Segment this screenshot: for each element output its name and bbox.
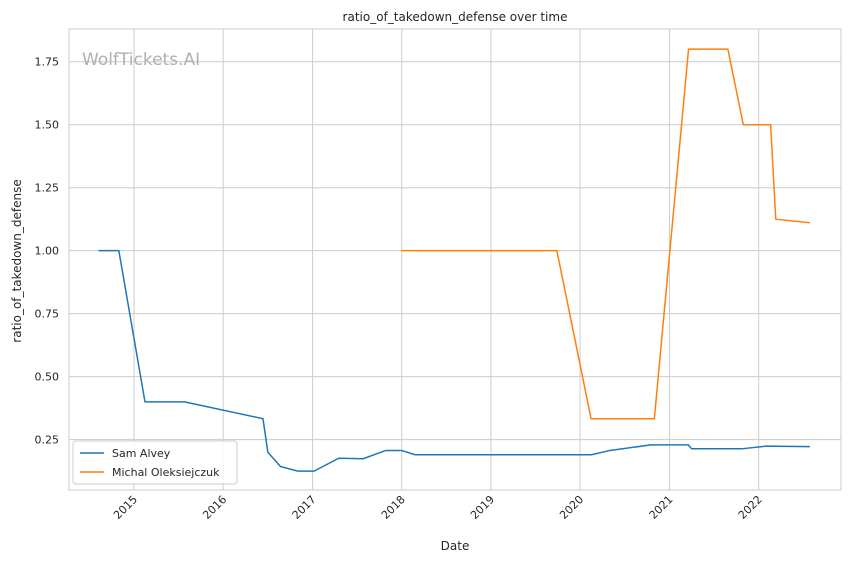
series-line-michal-oleksiejczuk	[401, 48, 811, 420]
series-line-sam-alvey	[98, 249, 810, 472]
chart-title: ratio_of_takedown_defense over time	[343, 10, 568, 24]
y-tick-label: 1.75	[35, 56, 60, 69]
y-tick-label: 0.75	[35, 308, 60, 321]
x-axis-title: Date	[441, 539, 470, 553]
legend-box	[72, 440, 238, 485]
y-tick-label: 1.50	[35, 119, 60, 132]
y-tick-label: 1.25	[35, 182, 60, 195]
grid-lines	[69, 29, 841, 490]
legend-label-michal-oleksiejczuk: Michal Oleksiejczuk	[112, 466, 220, 479]
legend-label-sam-alvey: Sam Alvey	[112, 447, 171, 460]
plot-area-frame	[68, 28, 842, 491]
y-tick-label: 1.00	[35, 245, 60, 258]
y-tick-label: 0.25	[35, 434, 60, 447]
y-tick-label: 0.50	[35, 371, 60, 384]
series-lines	[98, 48, 811, 472]
y-axis-title: ratio_of_takedown_defense	[10, 179, 24, 342]
watermark-text: WolfTickets.AI	[82, 50, 200, 70]
legend: Sam Alvey Michal Oleksiejczuk	[72, 440, 238, 485]
